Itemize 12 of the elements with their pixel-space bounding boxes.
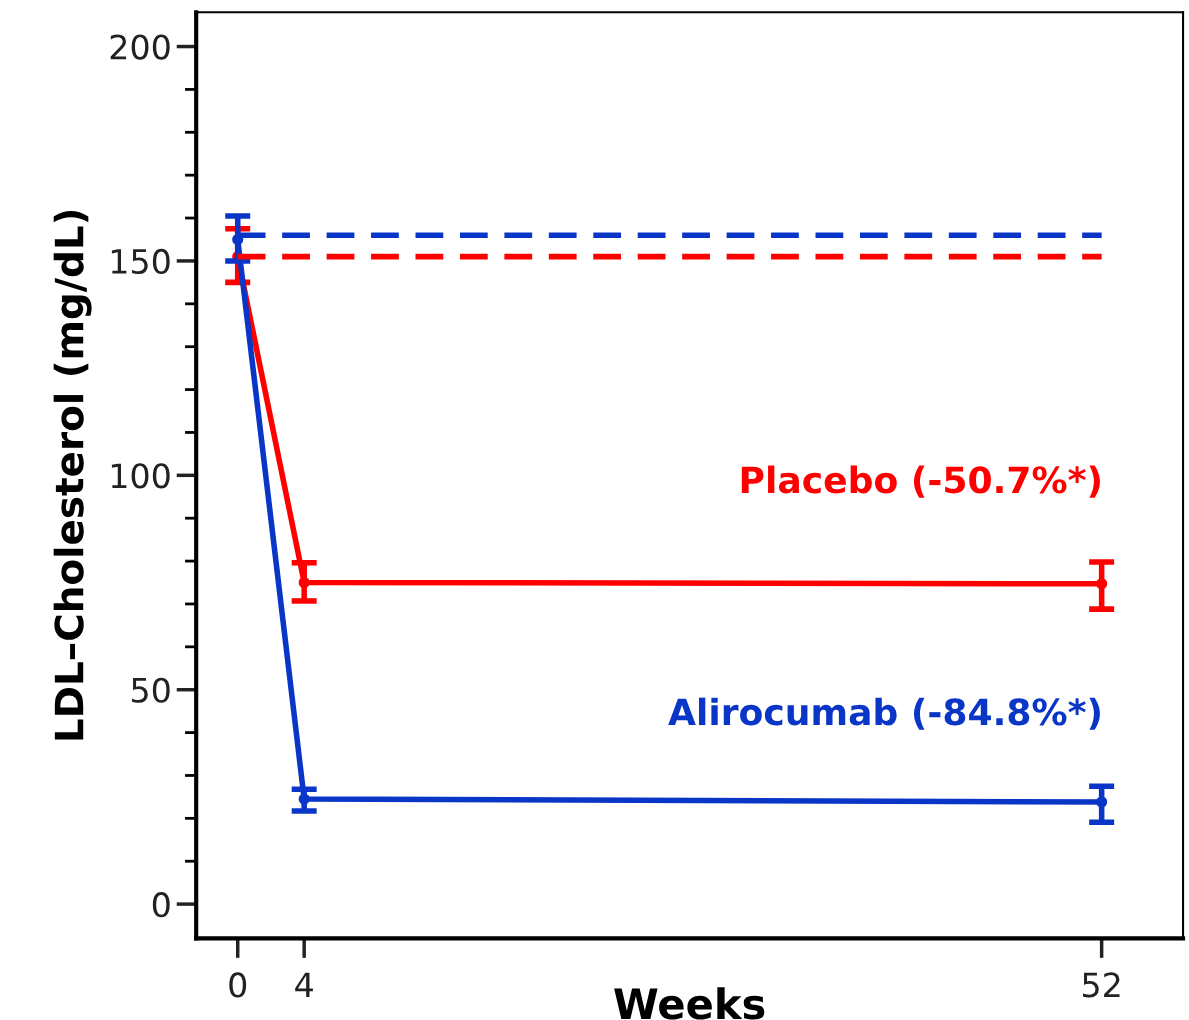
- series-label: Alirocumab (-84.8%*): [668, 697, 1100, 730]
- y-tick-label: 0: [152, 892, 170, 918]
- y-tick-label: 150: [111, 248, 170, 275]
- x-tick-label: 0: [229, 972, 247, 998]
- text: Placebo (-50.7%*): [741, 465, 1100, 498]
- y-tick-label: 50: [132, 677, 170, 703]
- x-tick-label: 4: [295, 972, 313, 998]
- x-tick-label: 52: [1083, 972, 1120, 998]
- x-axis-title: Weeks: [614, 987, 765, 1020]
- y-tick-label: 100: [111, 463, 170, 489]
- y-tick-label: 200: [110, 34, 170, 60]
- y-axis-title: LDL–Cholesterol (mg/dL): [53, 210, 92, 740]
